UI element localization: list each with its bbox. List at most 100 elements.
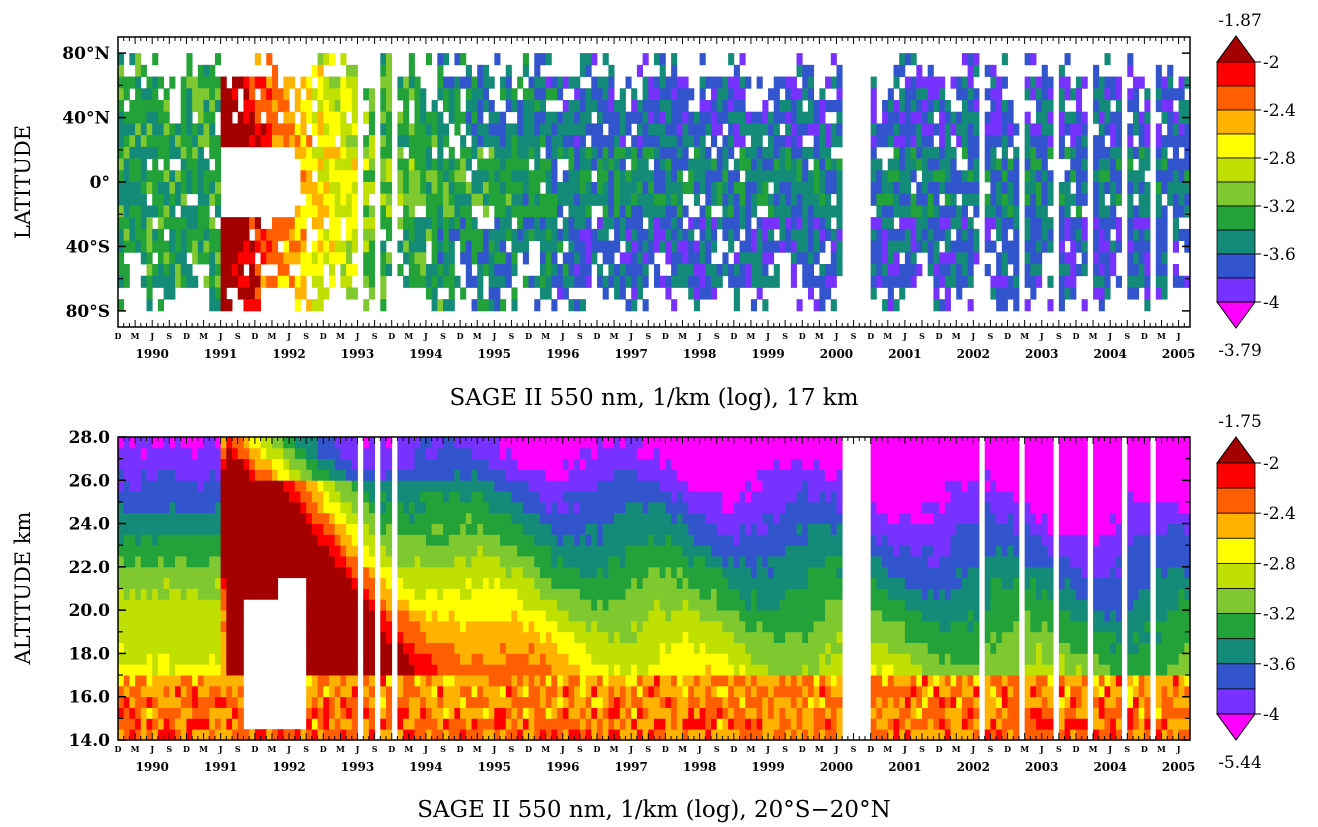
heatmap-cell [477,264,484,277]
heatmap-cell [893,299,900,312]
heatmap-cell [596,240,604,253]
heatmap-cell [488,123,495,136]
heatmap-cell [1115,76,1122,89]
heatmap-cell [671,193,678,206]
heatmap-cell [591,240,598,253]
heatmap-cell [197,158,204,171]
heatmap-cell [209,182,216,195]
heatmap-cell [157,170,165,183]
heatmap-cell [665,228,672,241]
heatmap-cell [785,99,792,113]
heatmap-cell [334,99,341,113]
heatmap-cell [431,675,438,687]
heatmap-cell [243,545,250,557]
heatmap-cell [414,718,421,730]
heatmap-cell [802,88,809,101]
heatmap-cell [465,480,472,492]
heatmap-cell [1081,193,1088,206]
heatmap-cell [465,275,472,288]
heatmap-cell [140,228,147,241]
heatmap-cell [545,240,552,253]
heatmap-cell [1047,123,1054,136]
heatmap-cell [346,653,353,665]
heatmap-cell [1127,193,1134,206]
heatmap-cell [899,88,906,101]
heatmap-cell [716,158,723,171]
heatmap-cell [608,64,615,77]
heatmap-cell [477,76,484,89]
heatmap-cell [802,123,809,136]
heatmap-cell [408,158,415,171]
heatmap-cell [676,205,683,218]
heatmap-cell [380,217,387,230]
heatmap-cell [1036,193,1043,206]
heatmap-cell [477,588,484,600]
heatmap-cell [328,76,336,89]
heatmap-cell [973,135,980,148]
heatmap-cell [157,182,165,195]
x-month-label: S [1124,331,1130,341]
heatmap-cell [214,534,222,546]
heatmap-cell [728,240,735,253]
heatmap-cell [403,111,410,124]
heatmap-cell [306,545,313,557]
heatmap-cell [311,610,318,622]
heatmap-cell [813,275,820,288]
heatmap-cell [585,111,592,124]
heatmap-cell [471,664,478,676]
heatmap-cell [1104,240,1111,253]
heatmap-cell [870,240,877,253]
heatmap-cell [118,501,125,514]
heatmap-cell [500,275,507,288]
heatmap-cell [129,577,136,589]
heatmap-cell [471,182,478,195]
heatmap-cell [334,170,341,183]
heatmap-cell [403,437,410,449]
heatmap-cell [1132,252,1140,265]
heatmap-cell [203,158,210,171]
heatmap-cell [140,501,147,514]
heatmap-cell [614,123,621,136]
heatmap-cell [146,556,153,568]
heatmap-cell [682,146,689,159]
heatmap-cell [1098,252,1105,265]
heatmap-cell [271,501,279,514]
heatmap-cell [186,170,193,183]
heatmap-cell [1064,193,1071,206]
heatmap-cell [180,675,187,687]
heatmap-cell [522,252,529,265]
heatmap-cell [1144,217,1151,230]
heatmap-cell [254,577,261,589]
heatmap-cell [197,696,204,708]
heatmap-cell [1127,123,1134,136]
heatmap-cell [186,523,193,535]
heatmap-cell [539,240,547,253]
heatmap-cell [448,545,455,557]
heatmap-cell [306,620,313,633]
heatmap-cell [140,566,147,579]
heatmap-cell [562,123,569,136]
heatmap-cell [397,556,404,568]
heatmap-cell [140,469,147,481]
heatmap-cell [1001,205,1008,218]
x-month-label: S [509,331,515,341]
heatmap-cell [192,437,199,449]
heatmap-cell [175,729,182,741]
heatmap-cell [386,653,393,665]
heatmap-cell [984,217,991,230]
heatmap-cell [192,610,199,622]
heatmap-cell [180,631,187,644]
heatmap-cell [1075,123,1083,136]
heatmap-cell [876,123,883,136]
heatmap-cell [420,264,427,277]
heatmap-cell [551,123,558,136]
heatmap-cell [408,620,415,633]
heatmap-cell [243,123,250,136]
heatmap-cell [306,491,313,503]
heatmap-cell [1047,240,1054,253]
heatmap-cell [306,577,313,589]
heatmap-cell [562,170,569,183]
heatmap-cell [140,64,147,77]
heatmap-cell [351,437,358,449]
heatmap-cell [654,205,661,218]
